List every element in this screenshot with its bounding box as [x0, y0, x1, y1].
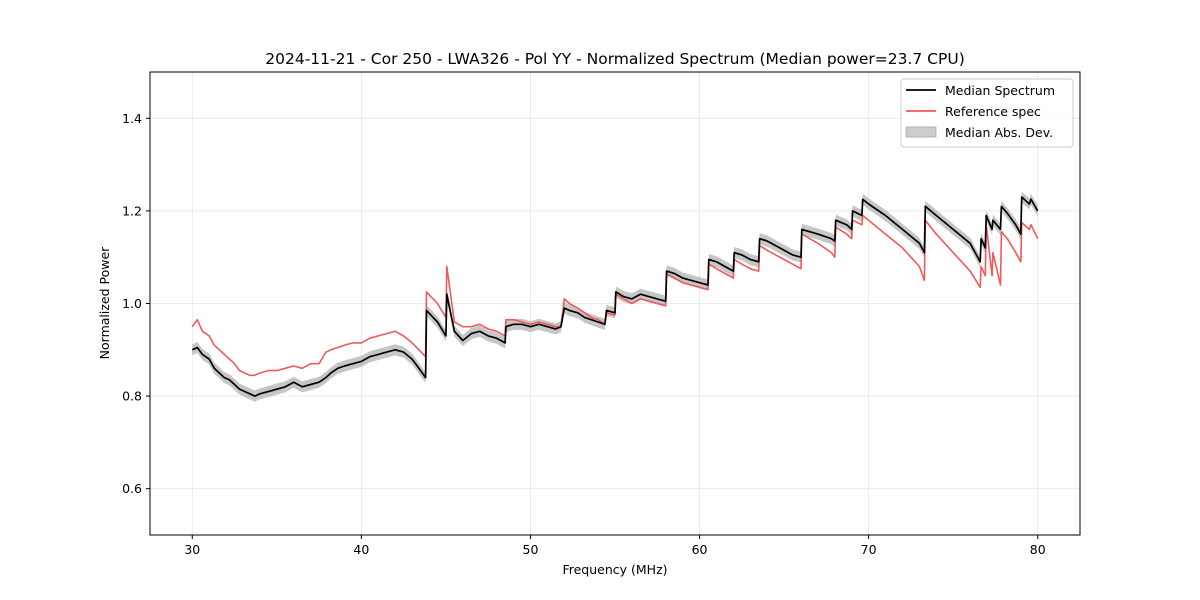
legend-reference-label: Reference spec — [945, 104, 1041, 119]
legend-frame — [900, 78, 1074, 148]
x-tick-label: 70 — [861, 542, 877, 557]
y-tick-label: 1.4 — [122, 111, 142, 126]
legend: Median Spectrum Reference spec Median Ab… — [900, 78, 1074, 148]
y-tick-label: 0.6 — [122, 481, 142, 496]
y-tick-label: 1.2 — [122, 203, 142, 218]
mad-band — [192, 191, 1038, 402]
chart-title: 2024-11-21 - Cor 250 - LWA326 - Pol YY -… — [265, 50, 965, 68]
y-axis-label: Normalized Power — [97, 246, 112, 360]
legend-median-label: Median Spectrum — [945, 83, 1055, 98]
x-tick-label: 60 — [692, 542, 708, 557]
y-tick-label: 0.8 — [122, 389, 142, 404]
mad-band-layer — [192, 191, 1038, 402]
median-spectrum-line — [191, 196, 1039, 397]
axes: 30 40 50 60 70 80 0.6 0.8 1.0 1.2 1.4 — [122, 71, 1081, 557]
x-tick-label: 40 — [353, 542, 369, 557]
x-tick-label: 30 — [184, 542, 200, 557]
line-layer — [191, 196, 1039, 397]
legend-mad-label: Median Abs. Dev. — [945, 125, 1053, 140]
x-axis-label: Frequency (MHz) — [562, 562, 667, 577]
x-tick-label: 50 — [523, 542, 539, 557]
y-tick-label: 1.0 — [122, 296, 142, 311]
legend-mad-swatch — [905, 126, 937, 138]
reference-spec-line — [191, 214, 1039, 377]
x-tick-label: 80 — [1030, 542, 1046, 557]
